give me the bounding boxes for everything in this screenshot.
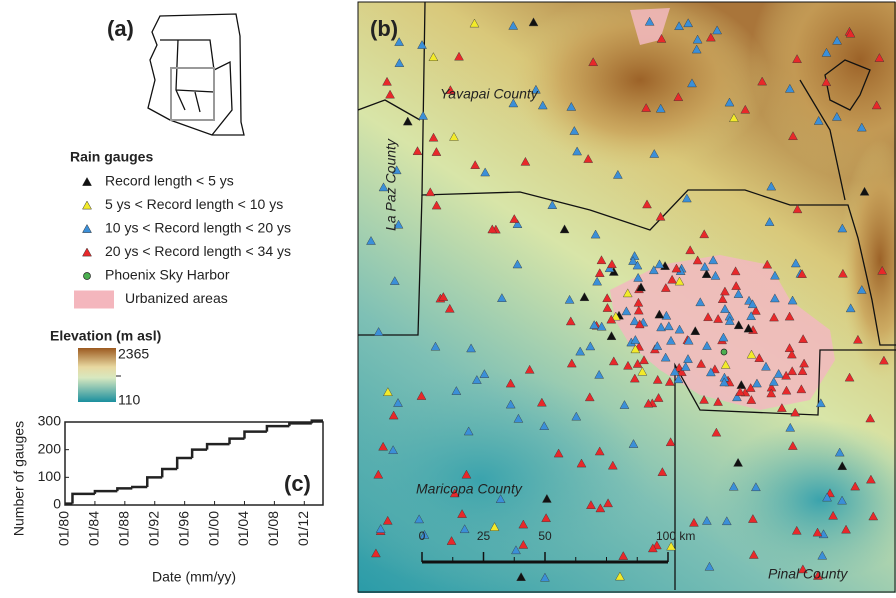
y-tick-label: 300 [38,413,62,429]
colorbar [78,348,116,402]
step-segment [244,432,266,439]
county-label: Yavapai County [440,86,539,102]
legend-marker [74,291,114,309]
legend-marker [83,178,92,186]
x-tick-label: 01/92 [145,511,161,546]
step-segment [230,439,245,445]
legend-label: 20 ys < Record length < 34 ys [105,243,291,259]
step-segment [72,494,94,504]
scale-bar-label: 0 [419,529,426,543]
colorbar-max: 2365 [118,346,149,362]
legend-label: Phoenix Sky Harbor [105,267,230,283]
panel-label: (a) [107,16,134,41]
legend-label: 5 ys < Record length < 10 ys [105,196,283,212]
scale-bar-label: 50 [538,529,552,543]
x-tick-label: 01/04 [235,511,251,546]
x-tick-label: 01/88 [116,511,132,546]
legend-marker [83,201,92,209]
step-segment [267,426,289,432]
legend: Record length < 5 ys 5 ys < Record length… [74,173,291,309]
y-tick-label: 100 [38,468,62,484]
legend-title: Rain gauges [70,149,153,165]
map [310,0,896,593]
y-tick-label: 0 [53,496,61,512]
legend-marker [83,225,92,233]
x-tick-label: 01/08 [265,511,281,546]
step-segment [289,423,311,426]
phoenix-sky-harbor [721,349,727,355]
scale-bar-label: 25 [477,529,491,543]
colorbar-min: 110 [118,392,141,408]
page: (a) Rain gauges Record length < 5 ys 5 ys… [0,0,896,593]
step-segment [95,491,117,494]
legend-label: Record length < 5 ys [105,173,234,189]
step-segment [192,450,207,458]
x-tick-label: 01/80 [56,511,72,546]
x-tick-label: 01/00 [205,511,221,546]
panel-label: (c) [284,471,311,496]
x-tick-label: 01/12 [295,511,311,546]
county-label: Maricopa County [416,481,523,497]
x-tick-label: 01/96 [175,511,191,546]
y-axis-label: Number of gauges [11,421,27,536]
legend-marker [83,248,92,256]
colorbar-title: Elevation (m asl) [50,328,161,344]
step-segment [162,469,177,477]
legend-marker [84,273,91,280]
step-segment [117,488,132,491]
x-axis-label: Date (mm/yy) [152,569,236,585]
step-segment [147,477,162,487]
legend-label: 10 ys < Record length < 20 ys [105,220,291,236]
x-tick-label: 01/84 [86,511,102,546]
county-label: La Paz County [383,138,399,231]
y-tick-label: 200 [38,440,62,456]
legend-label: Urbanized areas [125,290,228,306]
county-label: Pinal County [768,566,848,582]
panel-label: (b) [370,16,398,41]
step-segment [132,487,147,488]
step-segment [177,458,192,469]
figure: (a) Rain gauges Record length < 5 ys 5 ys… [0,0,896,593]
arizona-outline [148,14,244,135]
scale-bar-label: 100 km [656,529,695,543]
step-segment [207,444,229,450]
gauge-count-chart: 0 100 200 300 01/80 01/84 01/88 01/92 01/96 01/00… [11,413,323,585]
